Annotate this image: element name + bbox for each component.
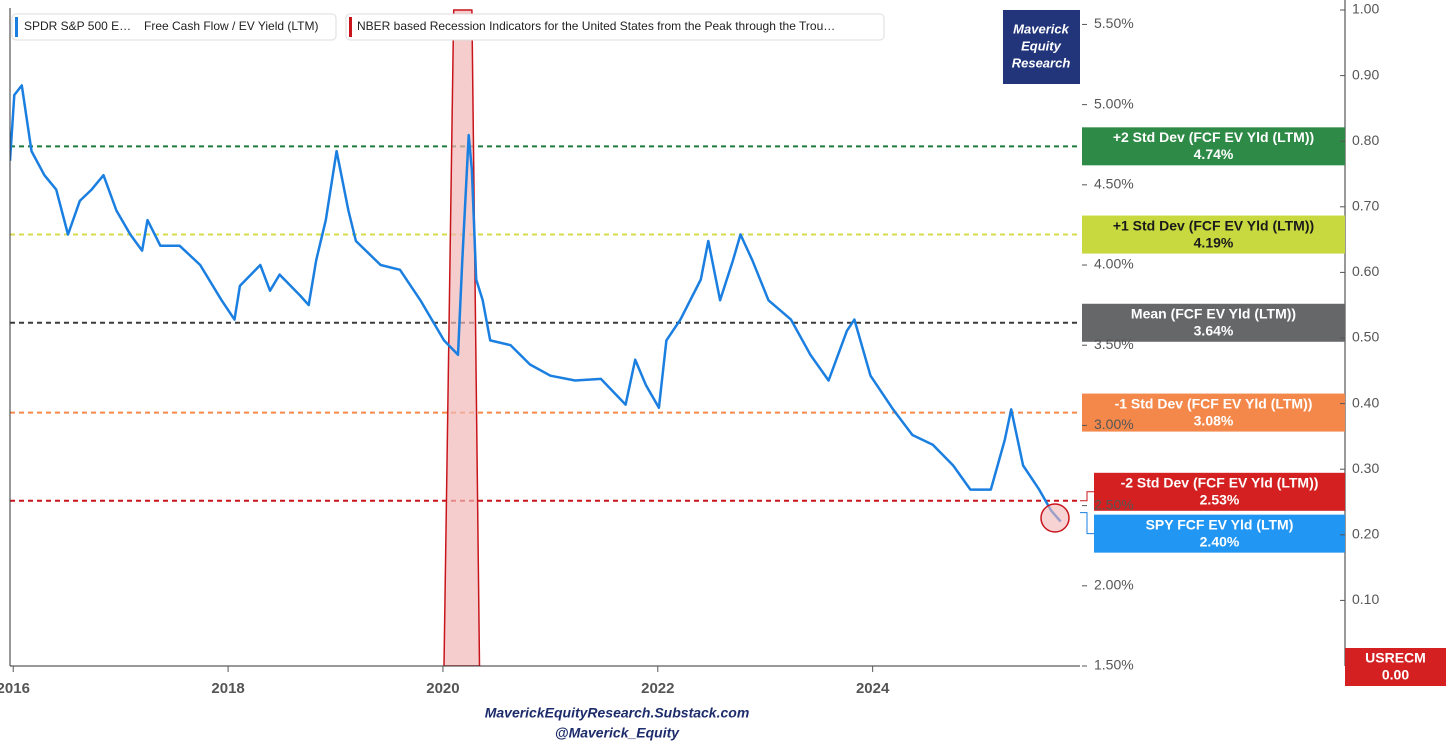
legend-box bbox=[345, 13, 885, 41]
legend-label: SPDR S&P 500 E… bbox=[24, 19, 131, 33]
x-tick-label: 2022 bbox=[641, 680, 674, 697]
legend-marker bbox=[349, 17, 352, 37]
y-tick-label: 2.00% bbox=[1094, 577, 1134, 593]
reference-label-value: 3.64% bbox=[1194, 322, 1234, 338]
x-tick-label: 2024 bbox=[856, 680, 890, 697]
legend-label: NBER based Recession Indicators for the … bbox=[357, 19, 835, 33]
watermark-box bbox=[1003, 10, 1080, 84]
reference-label-name: +2 Std Dev (FCF EV Yld (LTM)) bbox=[1113, 129, 1314, 145]
y-tick-label: 5.00% bbox=[1094, 95, 1134, 111]
y2-tick-label: 0.60 bbox=[1352, 263, 1379, 279]
reference-label-box bbox=[1082, 215, 1345, 254]
footer-text: MaverickEquityResearch.Substack.com bbox=[485, 705, 750, 721]
highlight-circle bbox=[1040, 503, 1070, 533]
legend-marker bbox=[15, 17, 18, 37]
reference-label-box bbox=[1082, 127, 1345, 166]
y-tick-label: 3.50% bbox=[1094, 336, 1134, 352]
watermark-text: Equity bbox=[1021, 38, 1061, 53]
reference-label-value: 2.53% bbox=[1200, 492, 1240, 508]
footer-text: @Maverick_Equity bbox=[555, 725, 680, 741]
watermark-text: Maverick bbox=[1013, 21, 1069, 36]
watermark-text: Research bbox=[1012, 55, 1071, 70]
reference-label-name: -2 Std Dev (FCF EV Yld (LTM)) bbox=[1121, 475, 1319, 491]
annotation-layer: +2 Std Dev (FCF EV Yld (LTM))4.74% +1 Std… bbox=[1080, 127, 1446, 686]
x-tick-label: 2016 bbox=[0, 680, 30, 697]
recession-end-label-value: 0.00 bbox=[1382, 667, 1409, 683]
y2-tick-label: 0.10 bbox=[1352, 591, 1379, 607]
y-tick-label: 1.50% bbox=[1094, 657, 1134, 673]
y2-tick-label: 1.00 bbox=[1352, 1, 1379, 17]
plot-area bbox=[10, 9, 1062, 666]
recession-end-label-box bbox=[1345, 648, 1446, 686]
y-tick-label: 5.50% bbox=[1094, 15, 1134, 31]
y-tick-label: 2.50% bbox=[1094, 496, 1134, 512]
y-tick-label: 3.00% bbox=[1094, 416, 1134, 432]
reference-label-name: -1 Std Dev (FCF EV Yld (LTM)) bbox=[1115, 395, 1313, 411]
reference-label-value: 4.19% bbox=[1194, 234, 1234, 250]
y-tick-label: 4.00% bbox=[1094, 256, 1134, 272]
legend-metric: Free Cash Flow / EV Yield (LTM) bbox=[144, 19, 319, 33]
y2-tick-label: 0.30 bbox=[1352, 460, 1379, 476]
reference-label-name: Mean (FCF EV Yld (LTM)) bbox=[1131, 305, 1296, 321]
series-end-label-value: 2.40% bbox=[1200, 533, 1240, 549]
grid-layer bbox=[10, 145, 1080, 502]
y2-tick-label: 0.20 bbox=[1352, 526, 1379, 542]
reference-label-box bbox=[1094, 472, 1345, 511]
y2-tick-label: 0.50 bbox=[1352, 329, 1379, 345]
connector bbox=[1080, 491, 1094, 502]
series-line bbox=[10, 84, 1062, 523]
legend-box bbox=[11, 13, 337, 41]
reference-label-box bbox=[1082, 393, 1345, 432]
y-tick-label: 4.50% bbox=[1094, 176, 1134, 192]
recession-end-label-name: USRECM bbox=[1365, 650, 1426, 666]
reference-label-value: 4.74% bbox=[1194, 146, 1234, 162]
reference-label-name: +1 Std Dev (FCF EV Yld (LTM)) bbox=[1113, 217, 1314, 233]
y2-tick-label: 0.90 bbox=[1352, 66, 1379, 82]
reference-label-box bbox=[1082, 303, 1345, 342]
y2-tick-label: 0.70 bbox=[1352, 198, 1379, 214]
x-tick-label: 2020 bbox=[426, 680, 459, 697]
recession-area bbox=[443, 9, 481, 666]
x-tick-label: 2018 bbox=[211, 680, 244, 697]
y2-tick-label: 0.40 bbox=[1352, 394, 1379, 410]
y2-tick-label: 0.80 bbox=[1352, 132, 1379, 148]
connector bbox=[1080, 512, 1094, 535]
reference-label-value: 3.08% bbox=[1194, 412, 1234, 428]
series-end-label-name: SPY FCF EV Yld (LTM) bbox=[1146, 516, 1294, 532]
series-end-label-box bbox=[1094, 514, 1345, 553]
